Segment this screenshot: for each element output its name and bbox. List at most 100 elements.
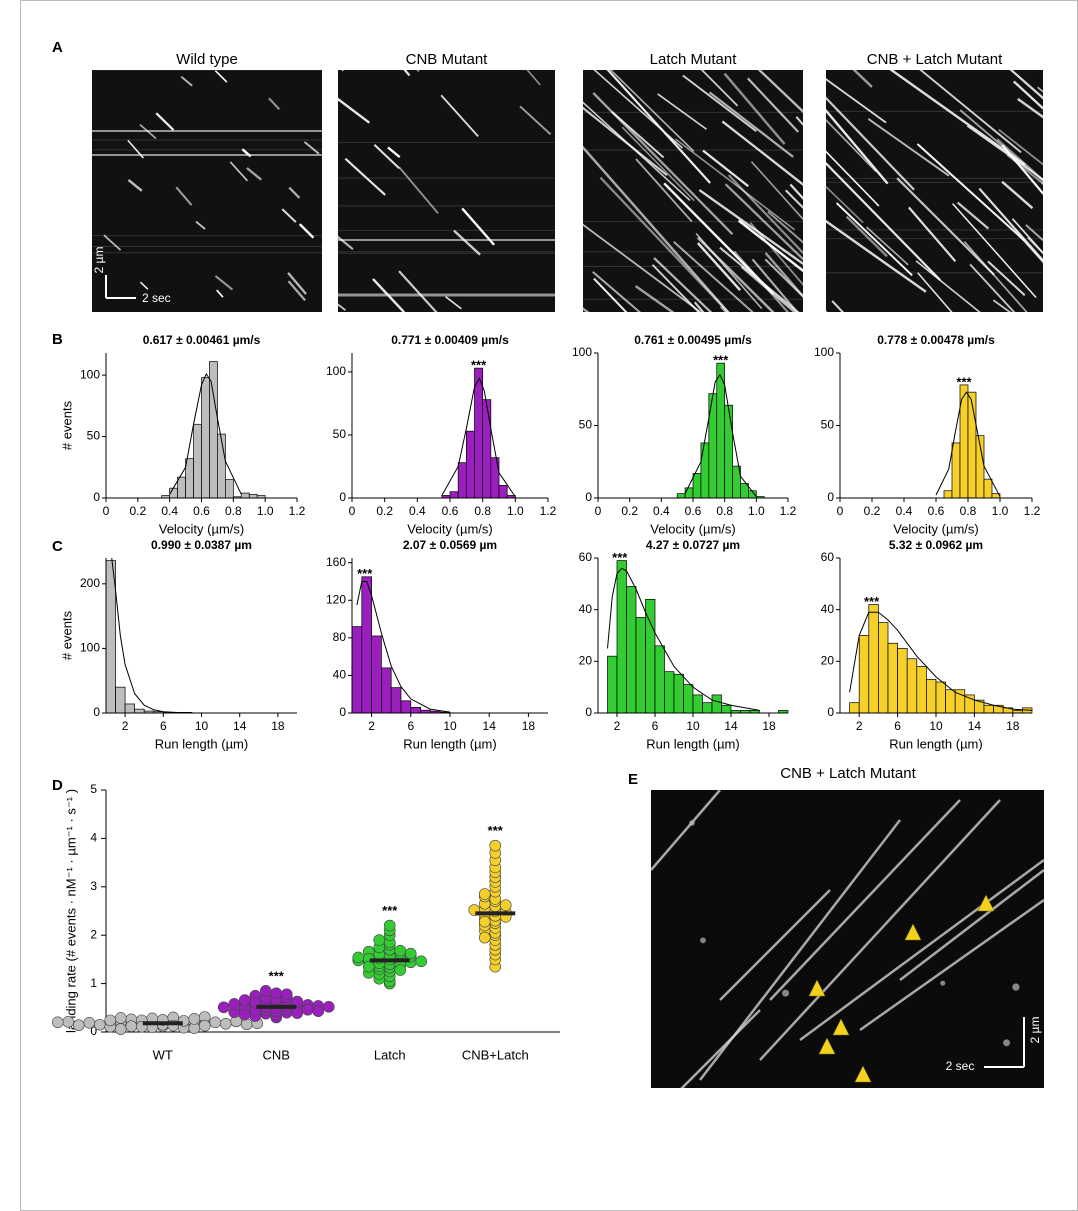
track	[298, 223, 315, 239]
bar	[926, 679, 937, 714]
track	[919, 70, 1022, 154]
track	[373, 144, 401, 170]
y-tick-label: 60	[579, 550, 593, 564]
bar	[351, 626, 363, 714]
bar	[201, 377, 210, 499]
bar	[371, 635, 382, 714]
point	[270, 987, 283, 1000]
track	[852, 70, 873, 88]
chart-title: 5.32 ± 0.0962 µm	[889, 538, 983, 552]
x-axis-label: Velocity (µm/s)	[407, 521, 493, 536]
kymograph-tracks	[92, 70, 322, 302]
x-axis-label: Velocity (µm/s)	[159, 521, 245, 536]
scale-label: 2 µm	[92, 247, 106, 274]
annotation: ***	[357, 566, 373, 581]
bar	[185, 458, 194, 499]
track	[1019, 235, 1043, 264]
track	[387, 146, 401, 158]
track	[214, 70, 228, 83]
point	[478, 888, 491, 900]
track	[996, 138, 1043, 181]
track	[673, 241, 754, 312]
arrowhead	[977, 894, 995, 912]
y-axis-label: landing rate (# events · nM⁻¹ · µm⁻¹ · s…	[63, 789, 78, 1033]
x-tick-label: 18	[1006, 719, 1020, 733]
fit-curve	[356, 580, 451, 713]
fit-curve	[607, 567, 760, 711]
point	[478, 931, 491, 944]
x-tick-label: 0.4	[653, 504, 670, 518]
y-tick-label: 1	[90, 976, 97, 990]
bar	[945, 689, 956, 714]
x-tick-label: 0.6	[928, 504, 945, 518]
track	[403, 70, 411, 77]
x-tick-label: 0.8	[474, 504, 491, 518]
bar	[626, 586, 637, 714]
track	[583, 145, 730, 312]
track	[229, 161, 249, 182]
track	[826, 96, 915, 191]
bar	[134, 708, 145, 714]
bar	[700, 442, 710, 499]
y-tick-label: 2	[90, 927, 97, 941]
bar	[115, 686, 126, 714]
track	[866, 226, 909, 266]
track	[195, 220, 206, 230]
annotation: ***	[612, 550, 628, 565]
point	[383, 919, 396, 932]
x-tick-label: 0.8	[225, 504, 242, 518]
y-axis-label: # events	[59, 400, 74, 450]
track	[889, 70, 1026, 166]
bar	[868, 604, 879, 714]
bar	[635, 617, 646, 714]
track	[621, 126, 695, 202]
track	[915, 260, 981, 312]
track	[799, 858, 1044, 1042]
bar	[983, 704, 994, 714]
point	[259, 985, 272, 997]
bar	[684, 487, 694, 499]
track	[440, 94, 479, 137]
track	[303, 141, 320, 155]
x-tick-label: 2	[122, 719, 129, 733]
track	[372, 278, 406, 312]
y-tick-label: 200	[80, 576, 100, 590]
y-axis-label: # events	[59, 610, 74, 660]
x-tick-label: 6	[894, 719, 901, 733]
annotation: ***	[864, 594, 880, 609]
track	[700, 70, 739, 107]
x-tick-label: 10	[929, 719, 943, 733]
panel-label: D	[52, 777, 63, 794]
track	[592, 271, 642, 312]
track	[281, 208, 297, 223]
track	[583, 101, 691, 201]
x-tick-label: 0.4	[161, 504, 178, 518]
x-tick-label: 2	[368, 719, 375, 733]
track	[593, 70, 684, 149]
y-tick-label: 40	[333, 668, 347, 682]
bar	[654, 645, 665, 714]
track	[737, 219, 803, 273]
x-tick-label: Latch	[374, 1047, 406, 1062]
track	[214, 275, 234, 291]
x-tick-label: 0.2	[864, 504, 881, 518]
bar	[906, 658, 918, 714]
annotation: ***	[956, 374, 972, 389]
track	[966, 125, 1043, 181]
kymograph-tracks	[583, 70, 803, 312]
track	[651, 264, 700, 312]
y-tick-label: 20	[821, 654, 835, 668]
track	[724, 183, 803, 261]
panel-label: E	[628, 771, 638, 788]
point	[62, 1016, 75, 1028]
chart-title: 0.771 ± 0.00409 µm/s	[391, 333, 509, 347]
x-tick-label: WT	[153, 1047, 173, 1062]
significance: ***	[269, 968, 285, 983]
track	[246, 167, 262, 181]
track	[992, 299, 1012, 312]
y-tick-label: 60	[821, 550, 835, 564]
x-axis-label: Velocity (µm/s)	[650, 521, 736, 536]
x-tick-label: 0.8	[960, 504, 977, 518]
point	[228, 998, 241, 1010]
track	[1006, 153, 1043, 185]
